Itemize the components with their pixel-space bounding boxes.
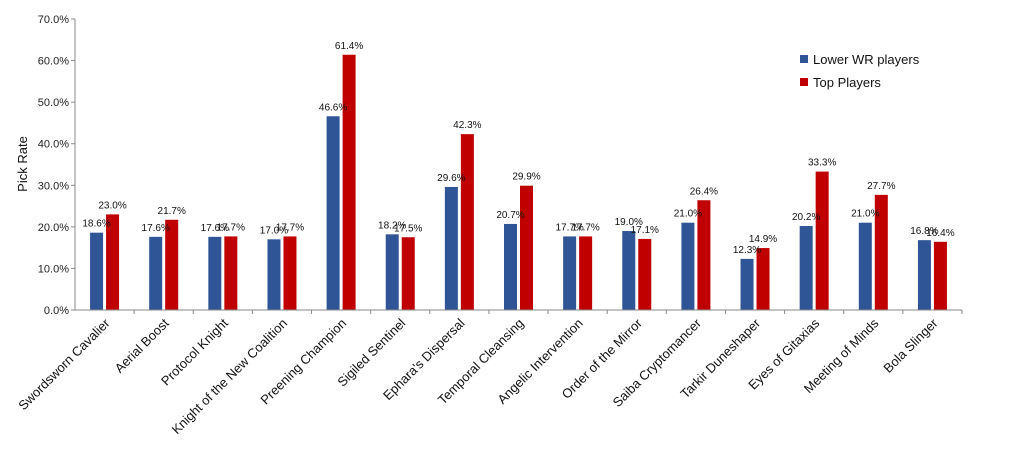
data-label: 17.1% (631, 225, 659, 236)
bar-lower-wr (622, 231, 636, 310)
data-label: 17.0% (260, 225, 288, 236)
y-axis: 0.0% 10.0% 20.0% 30.0% 40.0% 50.0% 60.0% 70.0% (38, 14, 76, 317)
data-label: 29.6% (437, 173, 465, 184)
bar-lower-wr (208, 236, 222, 310)
data-label: 17.7% (217, 222, 245, 233)
data-label: 27.7% (867, 181, 895, 192)
bar-top-players (697, 200, 711, 310)
data-label: 26.4% (690, 186, 718, 197)
y-tick-label: 40.0% (38, 139, 69, 151)
legend-label-top-players: Top Players (813, 75, 881, 90)
y-tick-label: 60.0% (38, 56, 69, 68)
data-label: 17.6% (201, 223, 229, 234)
bar-top-players (342, 54, 356, 310)
y-tick-label: 20.0% (38, 222, 69, 234)
data-label: 17.7% (276, 222, 304, 233)
bar-lower-wr (90, 232, 104, 310)
y-axis-label: Pick Rate (15, 136, 30, 192)
data-label: 17.5% (394, 223, 422, 234)
data-label: 20.7% (496, 210, 524, 221)
legend-label-lower-wr: Lower WR players (813, 52, 920, 67)
bar-lower-wr (740, 258, 754, 310)
bar-top-players (165, 219, 179, 310)
data-label: 42.3% (453, 120, 481, 131)
data-label: 21.0% (674, 209, 702, 220)
data-labels: 18.6%23.0%17.6%21.7%17.6%17.7% 17.0%17.7%… (82, 41, 954, 256)
bar-top-players (638, 238, 652, 310)
bar-lower-wr (858, 222, 872, 310)
bar-top-players (756, 248, 770, 310)
bar-lower-wr (917, 240, 931, 310)
bar-lower-wr (504, 223, 517, 310)
bar-top-players (283, 236, 297, 310)
bar-top-players (815, 171, 829, 310)
bar-lower-wr (799, 226, 813, 310)
data-label: 16.4% (926, 228, 954, 239)
bar-lower-wr (385, 234, 399, 310)
data-label: 29.9% (512, 172, 540, 183)
data-label: 19.0% (615, 217, 643, 228)
x-category-label: Bola Slinger (880, 315, 941, 376)
data-label: 21.0% (851, 209, 879, 220)
bar-lower-wr (326, 116, 340, 310)
bar-lower-wr (149, 236, 163, 310)
data-label: 23.0% (98, 200, 126, 211)
data-label: 61.4% (335, 41, 363, 52)
data-label: 46.6% (319, 102, 347, 113)
bar-lower-wr (681, 222, 695, 310)
data-label: 20.2% (792, 212, 820, 223)
y-tick-label: 30.0% (38, 180, 69, 192)
x-category-label: Aerial Boost (112, 315, 172, 375)
x-category-label: Swordsworn Cavalier (15, 315, 113, 413)
data-label: 18.2% (378, 220, 406, 231)
bar-lower-wr (267, 239, 281, 310)
y-tick-label: 0.0% (44, 305, 69, 317)
data-label: 12.3% (733, 245, 761, 256)
data-label: 14.9% (749, 234, 777, 245)
data-label: 33.3% (808, 158, 836, 169)
data-label: 21.7% (158, 206, 186, 217)
data-label: 17.7% (555, 222, 583, 233)
bar-lower-wr (563, 236, 577, 310)
bar-top-players (224, 236, 238, 310)
bar-top-players (874, 194, 888, 310)
x-category-label: Knight of the New Coalition (169, 316, 290, 437)
legend: Lower WR players Top Players (800, 52, 920, 90)
data-label: 16.8% (910, 226, 938, 237)
y-tick-label: 10.0% (38, 263, 69, 275)
y-tick-label: 50.0% (38, 97, 69, 109)
data-label: 17.6% (142, 223, 170, 234)
legend-swatch-top-players (800, 78, 808, 86)
bar-top-players (401, 237, 415, 310)
bar-lower-wr (444, 186, 458, 310)
data-label: 17.7% (571, 222, 599, 233)
bar-top-players (933, 241, 947, 310)
bar-top-players (579, 236, 593, 310)
y-tick-label: 70.0% (38, 14, 69, 26)
bar-top-players (106, 214, 120, 310)
bar-top-players (520, 185, 533, 310)
bars (90, 54, 947, 310)
bar-top-players (460, 134, 474, 310)
legend-swatch-lower-wr (800, 55, 808, 63)
data-label: 18.6% (82, 219, 110, 230)
